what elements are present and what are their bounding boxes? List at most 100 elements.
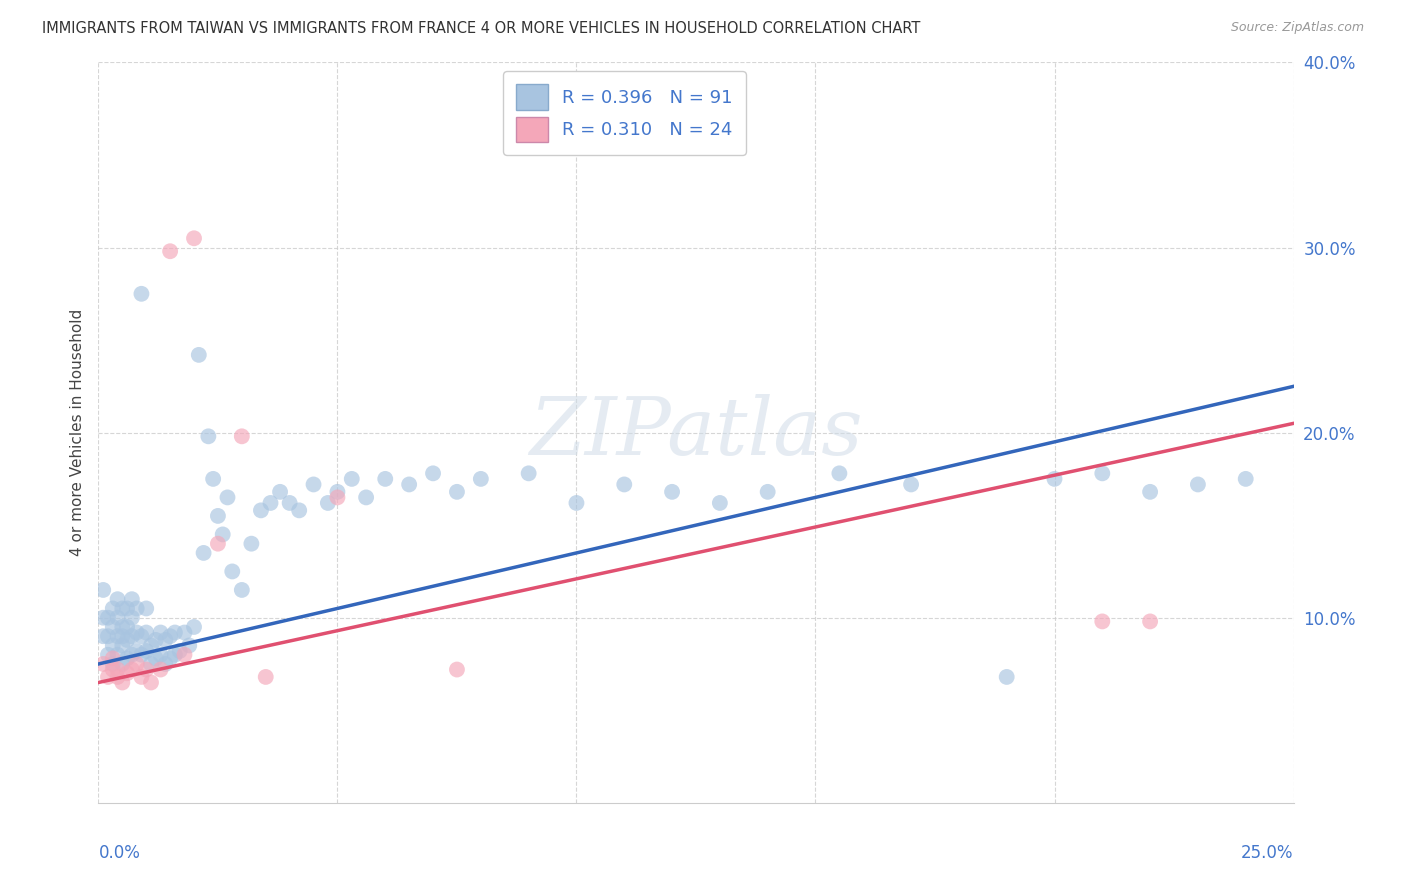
Point [240, 536, 263, 550]
Point [121, 629, 143, 643]
Point [354, 491, 377, 505]
Point [101, 639, 124, 653]
Point [135, 601, 157, 615]
Point [661, 484, 683, 499]
Point [155, 632, 177, 647]
Point [269, 484, 291, 499]
Legend: R = 0.396   N = 91, R = 0.310   N = 24: R = 0.396 N = 91, R = 0.310 N = 24 [503, 71, 745, 155]
Point [121, 648, 143, 662]
Point [107, 610, 129, 624]
Point [207, 536, 229, 550]
Point [193, 546, 215, 560]
Point [101, 663, 124, 677]
Point [900, 477, 922, 491]
Point [326, 491, 349, 505]
Point [159, 244, 181, 259]
Point [115, 620, 138, 634]
Point [169, 644, 191, 658]
Point [125, 601, 148, 615]
Point [91, 610, 114, 624]
Point [756, 484, 779, 499]
Point [131, 629, 153, 643]
Point [97, 629, 120, 643]
Point [995, 670, 1018, 684]
Point [139, 657, 162, 671]
Point [145, 632, 167, 647]
Point [115, 601, 138, 615]
Text: 0.0%: 0.0% [98, 844, 141, 862]
Point [121, 663, 143, 677]
Point [316, 496, 339, 510]
Point [183, 620, 205, 634]
Point [217, 491, 239, 505]
Point [91, 582, 114, 597]
Point [517, 467, 540, 481]
Point [1043, 472, 1066, 486]
Point [101, 657, 124, 671]
Point [121, 610, 143, 624]
Point [613, 477, 636, 491]
Point [231, 582, 253, 597]
Point [111, 657, 134, 671]
Point [340, 472, 363, 486]
Point [159, 651, 181, 665]
Text: ZIPatlas: ZIPatlas [529, 394, 863, 471]
Point [107, 670, 129, 684]
Point [131, 670, 153, 684]
Point [221, 565, 243, 579]
Point [101, 620, 124, 634]
Point [446, 663, 468, 677]
Point [326, 484, 349, 499]
Point [183, 231, 205, 245]
Point [398, 477, 420, 491]
Point [231, 429, 253, 443]
Point [107, 663, 129, 677]
Point [115, 632, 138, 647]
Point [135, 625, 157, 640]
Point [115, 666, 138, 681]
Point [97, 610, 120, 624]
Point [446, 484, 468, 499]
Text: 25.0%: 25.0% [1241, 844, 1294, 862]
Point [139, 675, 162, 690]
Point [125, 625, 148, 640]
Point [131, 286, 153, 301]
Point [107, 629, 129, 643]
Point [163, 648, 186, 662]
Text: IMMIGRANTS FROM TAIWAN VS IMMIGRANTS FROM FRANCE 4 OR MORE VEHICLES IN HOUSEHOLD: IMMIGRANTS FROM TAIWAN VS IMMIGRANTS FRO… [42, 21, 921, 36]
Point [179, 639, 201, 653]
Point [107, 648, 129, 662]
Point [422, 467, 444, 481]
Point [259, 496, 281, 510]
Point [97, 648, 120, 662]
Point [135, 663, 157, 677]
Point [211, 527, 233, 541]
Y-axis label: 4 or more Vehicles in Household: 4 or more Vehicles in Household [69, 309, 84, 557]
Point [91, 629, 114, 643]
Point [1091, 615, 1114, 629]
Point [1139, 615, 1161, 629]
Point [149, 663, 172, 677]
Point [302, 477, 325, 491]
Point [709, 496, 731, 510]
Point [125, 657, 148, 671]
Point [97, 670, 120, 684]
Point [197, 429, 219, 443]
Point [145, 651, 167, 665]
Point [135, 644, 157, 658]
Point [1091, 467, 1114, 481]
Point [470, 472, 492, 486]
Point [1139, 484, 1161, 499]
Point [250, 503, 273, 517]
Point [163, 625, 186, 640]
Point [111, 601, 134, 615]
Point [107, 592, 129, 607]
Point [149, 625, 172, 640]
Point [159, 629, 181, 643]
Point [187, 348, 209, 362]
Point [139, 639, 162, 653]
Point [111, 620, 134, 634]
Point [155, 657, 177, 671]
Point [121, 592, 143, 607]
Point [91, 657, 114, 671]
